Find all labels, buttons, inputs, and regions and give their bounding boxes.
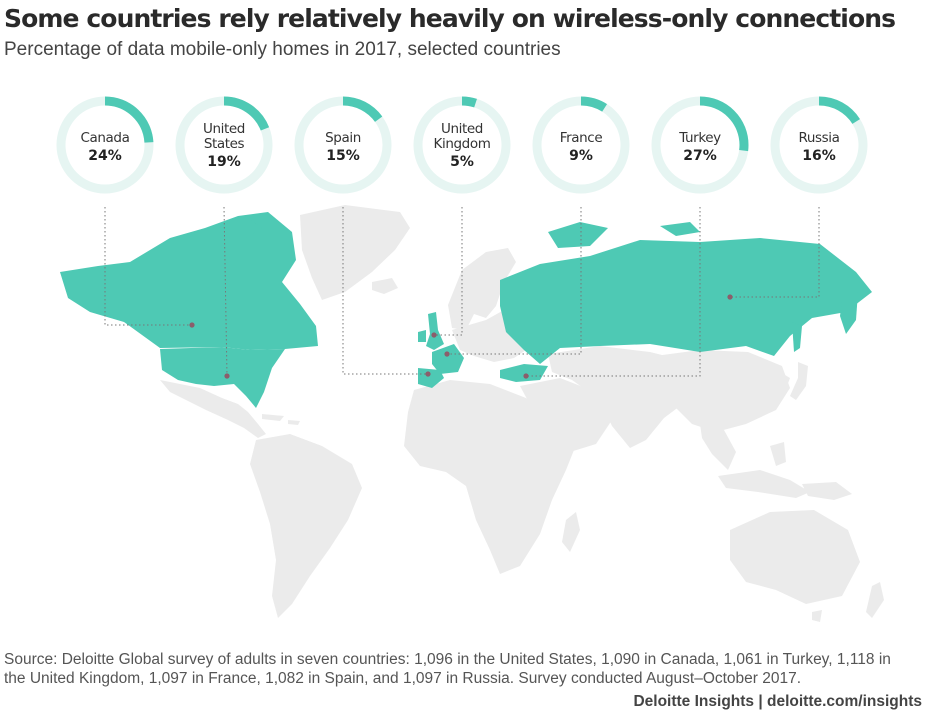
world-land-highlighted bbox=[60, 212, 872, 408]
chart-title: Some countries rely relatively heavily o… bbox=[4, 4, 896, 33]
donut-label-spain: Spain bbox=[325, 130, 361, 146]
land-usa bbox=[160, 347, 285, 408]
donut-label-turkey: Turkey bbox=[678, 130, 721, 146]
donut-turkey: Turkey 27% bbox=[651, 96, 749, 194]
world-land-grey bbox=[160, 205, 884, 622]
donut-arc-united-states bbox=[175, 96, 273, 194]
donut-canada: Canada 24% bbox=[56, 96, 154, 194]
connector-turkey bbox=[526, 207, 701, 377]
connector-lines bbox=[104, 206, 820, 377]
source-note: Source: Deloitte Global survey of adults… bbox=[4, 651, 891, 687]
donut-label-united-states: United bbox=[203, 121, 245, 137]
land-turkey bbox=[500, 364, 548, 382]
connector-united-states bbox=[223, 206, 228, 377]
land-united-kingdom bbox=[426, 312, 444, 350]
donut-label-russia: Russia bbox=[798, 130, 839, 146]
land-spain bbox=[418, 368, 444, 388]
connector-france bbox=[447, 207, 582, 355]
donut-value-turkey: 27% bbox=[683, 148, 717, 164]
donut-value-united-kingdom: 5% bbox=[450, 154, 474, 170]
donut-label-canada: Canada bbox=[81, 130, 130, 146]
donut-label-france: France bbox=[560, 130, 603, 146]
donut-value-united-states: 19% bbox=[207, 154, 241, 170]
land-france bbox=[432, 344, 464, 374]
donut-value-spain: 15% bbox=[326, 148, 360, 164]
donut-map-chart: Canada24%UnitedStates19%Spain15%UnitedKi… bbox=[56, 96, 884, 622]
donut-france: France 9% bbox=[532, 96, 630, 194]
donut-arc-france bbox=[532, 96, 630, 194]
donut-spain: Spain 15% bbox=[294, 96, 392, 194]
donut-label-united-states: States bbox=[204, 136, 245, 152]
donut-row: Canada24%UnitedStates19%Spain15%UnitedKi… bbox=[56, 96, 868, 194]
donut-label-united-kingdom: United bbox=[441, 121, 483, 137]
credit-line: Deloitte Insights | deloitte.com/insight… bbox=[633, 693, 922, 710]
marker-russia bbox=[727, 294, 733, 300]
marker-united-kingdom bbox=[431, 332, 437, 338]
connector-russia bbox=[730, 207, 820, 298]
marker-united-states bbox=[224, 373, 230, 379]
donut-arc-spain bbox=[294, 96, 392, 194]
land-canada bbox=[60, 212, 318, 350]
marker-turkey bbox=[523, 373, 529, 379]
donut-arc-united-kingdom bbox=[413, 96, 511, 194]
connector-canada bbox=[104, 207, 192, 326]
country-markers bbox=[189, 294, 733, 379]
donut-russia: Russia 16% bbox=[770, 96, 868, 194]
world-map bbox=[60, 205, 884, 622]
donut-arc-russia bbox=[770, 96, 868, 194]
donut-arc-canada bbox=[56, 96, 154, 194]
donut-value-russia: 16% bbox=[802, 148, 836, 164]
donut-label-united-kingdom: Kingdom bbox=[434, 136, 491, 152]
chart-subtitle: Percentage of data mobile-only homes in … bbox=[4, 39, 561, 60]
marker-france bbox=[444, 351, 450, 357]
land-russia bbox=[500, 238, 872, 364]
donut-value-france: 9% bbox=[569, 148, 593, 164]
donut-value-canada: 24% bbox=[88, 148, 122, 164]
donut-arc-turkey bbox=[651, 96, 749, 194]
marker-spain bbox=[425, 371, 431, 377]
land-canada-arctic bbox=[168, 236, 216, 256]
connector-united-kingdom bbox=[434, 207, 463, 336]
marker-canada bbox=[189, 322, 195, 328]
